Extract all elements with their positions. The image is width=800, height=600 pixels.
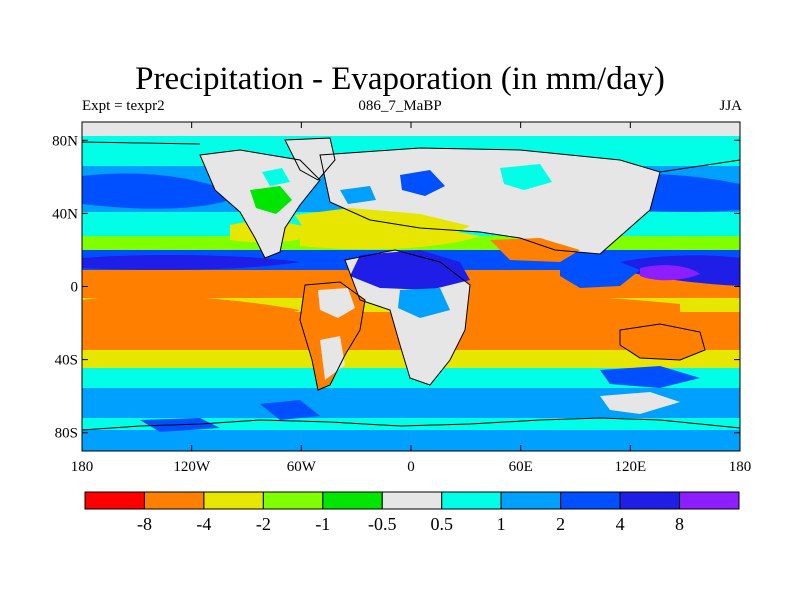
colorbar-swatch: [262, 491, 324, 510]
colorbar-label: 0.5: [430, 514, 453, 534]
colorbar-label: 8: [675, 514, 684, 534]
pe-field: [82, 122, 740, 451]
colorbar-swatch: [203, 491, 264, 510]
colorbar-swatch: [679, 491, 740, 510]
x-tick-label: 60E: [509, 459, 533, 475]
colorbar-label: -4: [196, 514, 211, 534]
x-tick-label: 120W: [173, 459, 211, 475]
colorbar-label: 1: [497, 514, 506, 534]
x-tick-label: 0: [407, 459, 415, 475]
experiment-label: Expt = texpr2: [82, 98, 165, 114]
colorbar: -8 -4 -2 -1 -0.5 0.5 1 2 4 8: [84, 491, 740, 534]
colorbar-swatch: [619, 491, 681, 510]
x-tick-label: 180: [729, 459, 752, 475]
y-tick-label: 80N: [52, 133, 78, 149]
colorbar-swatch: [322, 491, 383, 510]
map-title: Precipitation - Evaporation (in mm/day): [135, 61, 665, 97]
colorbar-swatch: [381, 491, 443, 510]
colorbar-swatch: [560, 491, 621, 510]
y-tick-label: 80S: [55, 426, 78, 442]
colorbar-label: -1: [315, 514, 330, 534]
x-tick-label: 60W: [287, 459, 317, 475]
colorbar-label: 2: [556, 514, 565, 534]
colorbar-label: -2: [256, 514, 271, 534]
coastlines: [82, 137, 740, 431]
colorbar-label: -8: [137, 514, 152, 534]
colorbar-label: -0.5: [368, 514, 397, 534]
y-tick-label: 40N: [52, 206, 78, 222]
x-tick-label: 120E: [614, 459, 646, 475]
axis-ticks: 180 120W 60W 0 60E 120E 180 80N 40N 0 40S 80S: [52, 122, 751, 475]
y-tick-label: 40S: [55, 353, 78, 369]
colorbar-swatch: [143, 491, 205, 510]
colorbar-swatch: [500, 491, 562, 510]
colorbar-swatch: [441, 491, 502, 510]
y-tick-label: 0: [71, 280, 79, 296]
run-label: 086_7_MaBP: [358, 98, 442, 114]
x-tick-label: 180: [71, 459, 94, 475]
colorbar-swatch: [84, 491, 145, 510]
colorbar-label: 4: [616, 514, 625, 534]
season-label: JJA: [719, 98, 742, 114]
